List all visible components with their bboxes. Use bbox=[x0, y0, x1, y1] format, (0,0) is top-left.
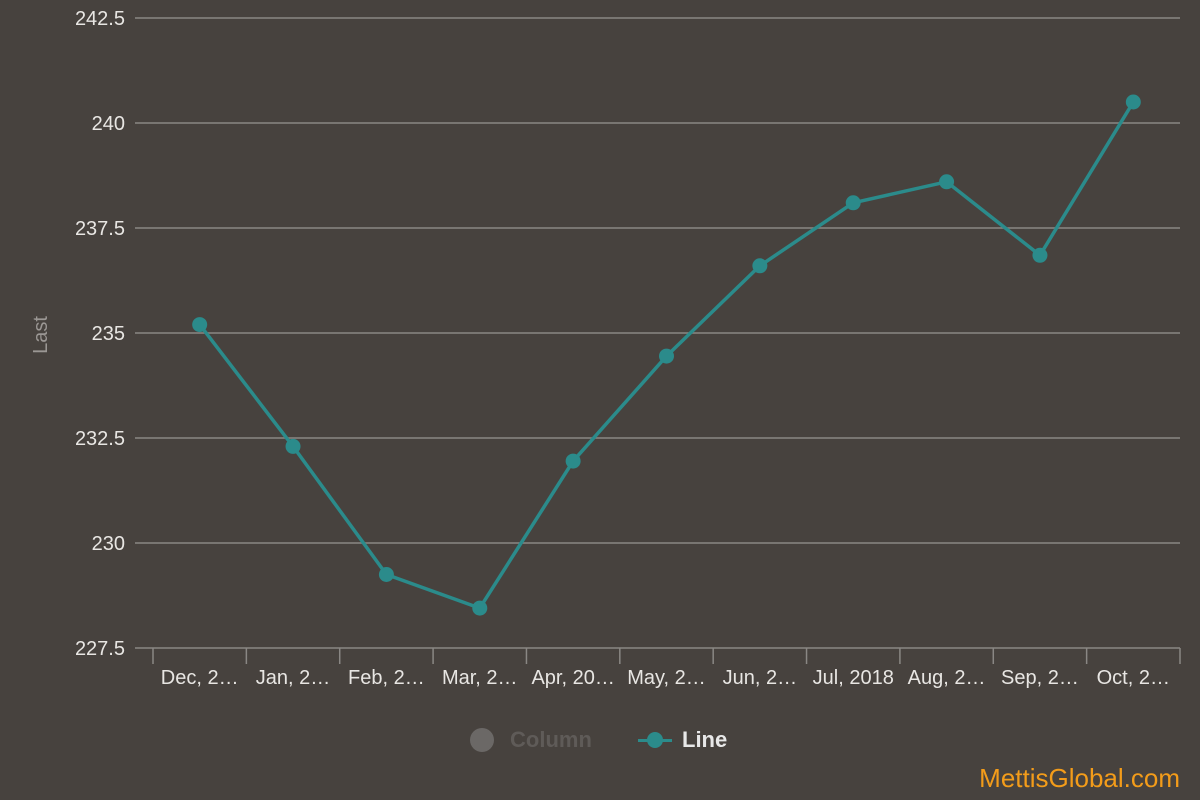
x-tick-label: Jun, 2… bbox=[723, 667, 797, 689]
x-axis bbox=[135, 647, 1181, 664]
y-tick-label: 240 bbox=[92, 113, 125, 135]
line-chart: 242.5 240 237.5 235 232.5 230 227.5 Last Dec, … bbox=[30, 8, 1181, 689]
x-tick-label: Aug, 2… bbox=[908, 667, 986, 689]
legend-line-label: Line bbox=[682, 727, 728, 752]
data-point bbox=[192, 317, 208, 333]
x-tick-label: Feb, 2… bbox=[348, 667, 425, 689]
x-tick-label: Jul, 2018 bbox=[813, 667, 894, 689]
data-point bbox=[565, 453, 581, 469]
x-tick-label: Jan, 2… bbox=[256, 667, 330, 689]
y-tick-label: 242.5 bbox=[75, 8, 125, 30]
y-tick-label: 227.5 bbox=[75, 638, 125, 660]
x-tick-label: Dec, 2… bbox=[161, 667, 239, 689]
legend: Column Line bbox=[0, 722, 1200, 758]
data-point bbox=[472, 600, 488, 616]
x-tick-label: Mar, 2… bbox=[442, 667, 518, 689]
legend-column-label: Column bbox=[510, 727, 592, 752]
series-line[interactable] bbox=[192, 94, 1141, 616]
x-tick-label: Oct, 2… bbox=[1097, 667, 1170, 689]
x-tick-label: Sep, 2… bbox=[1001, 667, 1079, 689]
data-point bbox=[939, 174, 955, 190]
data-point bbox=[659, 348, 674, 364]
y-tick-label: 237.5 bbox=[75, 218, 125, 240]
x-tick-label: May, 2… bbox=[627, 667, 706, 689]
grid-lines bbox=[135, 17, 1180, 544]
x-axis-ticks: Dec, 2… Jan, 2… Feb, 2… Mar, 2… Apr, 20… May,… bbox=[161, 667, 1170, 689]
data-point bbox=[1125, 94, 1141, 110]
x-tick-label: Apr, 20… bbox=[531, 667, 614, 689]
data-point bbox=[1032, 247, 1048, 263]
legend-item-line[interactable]: Line bbox=[638, 722, 727, 758]
legend-line-symbol bbox=[638, 731, 672, 749]
y-tick-label: 230 bbox=[92, 533, 125, 555]
watermark[interactable]: MettisGlobal.com bbox=[979, 763, 1180, 793]
data-point bbox=[378, 567, 394, 582]
data-point bbox=[285, 438, 301, 454]
y-axis-ticks: 242.5 240 237.5 235 232.5 230 227.5 bbox=[75, 8, 125, 660]
legend-item-column[interactable]: Column bbox=[470, 722, 592, 758]
data-point bbox=[845, 195, 861, 211]
legend-column-symbol bbox=[470, 728, 494, 752]
data-point bbox=[752, 258, 768, 274]
y-tick-label: 232.5 bbox=[75, 428, 125, 450]
y-tick-label: 235 bbox=[92, 323, 125, 345]
y-axis-title: Last bbox=[30, 316, 52, 354]
